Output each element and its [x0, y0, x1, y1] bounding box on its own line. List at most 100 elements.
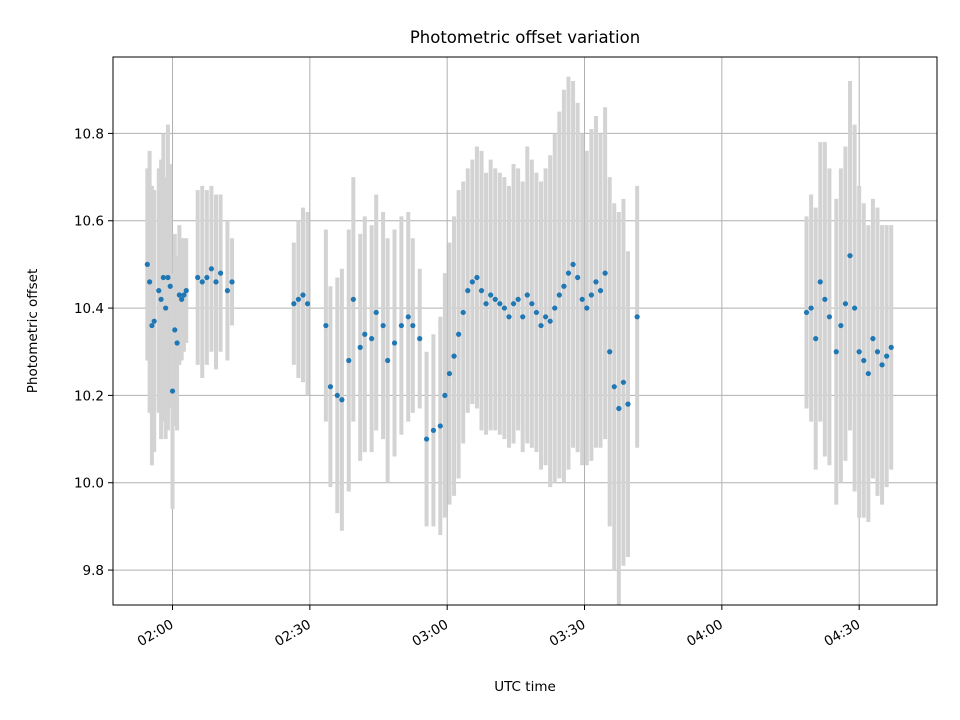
data-point: [295, 296, 301, 302]
data-point: [474, 274, 480, 281]
data-point: [570, 261, 576, 268]
data-point: [229, 279, 235, 285]
data-point: [817, 279, 823, 285]
y-axis-ticks: 9.8 10.0 10.2 10.4 10.6 10.8: [74, 126, 113, 579]
data-point: [346, 357, 352, 364]
data-point: [151, 318, 157, 324]
data-point: [852, 305, 858, 311]
data-point: [169, 388, 176, 394]
data-point: [888, 344, 894, 350]
data-point: [334, 392, 340, 399]
chart-title: Photometric offset variation: [410, 28, 640, 47]
data-point: [497, 301, 503, 307]
x-axis-label: UTC time: [494, 679, 556, 695]
data-point: [478, 288, 485, 294]
data-point: [405, 314, 411, 320]
data-point: [304, 301, 311, 307]
data-point: [417, 336, 423, 342]
data-point: [552, 305, 558, 311]
data-point: [838, 322, 844, 329]
y-tick-label: 10.8: [74, 126, 104, 142]
data-point: [291, 301, 297, 307]
data-point: [625, 401, 631, 407]
y-axis-label: Photometric offset: [25, 269, 41, 393]
data-point: [856, 349, 862, 355]
data-point: [865, 370, 871, 377]
data-point: [510, 301, 517, 307]
data-point: [584, 305, 590, 311]
data-point: [808, 305, 814, 311]
y-tick-label: 10.4: [74, 301, 104, 317]
data-point: [515, 296, 521, 302]
data-point: [874, 349, 881, 355]
data-point: [879, 362, 885, 368]
data-point: [423, 436, 430, 442]
data-points: [144, 253, 894, 442]
data-point: [616, 405, 622, 412]
data-point: [561, 283, 567, 289]
data-point: [556, 292, 562, 298]
data-point: [488, 292, 494, 298]
data-point: [208, 266, 215, 272]
data-point: [323, 322, 329, 329]
data-point: [826, 314, 833, 320]
data-point: [350, 296, 356, 302]
data-point: [339, 397, 345, 403]
data-point: [579, 296, 585, 302]
data-point: [602, 270, 608, 276]
data-point: [634, 314, 640, 320]
data-point: [385, 357, 391, 364]
data-point: [163, 305, 169, 311]
data-point: [533, 309, 540, 316]
data-point: [847, 253, 853, 259]
data-point: [391, 340, 398, 346]
data-point: [501, 305, 507, 311]
y-tick-label: 10.2: [74, 388, 104, 404]
data-point: [803, 309, 810, 316]
data-point: [611, 384, 617, 390]
data-point: [380, 322, 386, 329]
data-point: [597, 288, 604, 294]
data-point: [456, 331, 462, 337]
data-point: [870, 336, 876, 342]
data-point: [160, 274, 166, 281]
data-point: [172, 327, 178, 333]
data-point: [217, 270, 224, 276]
data-point: [465, 288, 471, 294]
data-point: [813, 336, 819, 342]
data-point: [543, 314, 549, 320]
data-point: [300, 292, 306, 298]
data-point: [373, 309, 379, 316]
plot-frame: [112, 56, 938, 606]
data-point: [442, 392, 448, 399]
data-point: [213, 279, 219, 285]
data-point: [149, 322, 155, 329]
y-tick-label: 10.6: [74, 214, 104, 230]
y-tick-label: 9.8: [83, 563, 104, 579]
data-point: [451, 353, 457, 359]
data-point: [538, 322, 544, 329]
data-point: [529, 301, 535, 307]
data-point: [575, 274, 581, 281]
data-point: [565, 270, 572, 276]
data-point: [430, 427, 437, 433]
data-point: [446, 370, 453, 377]
data-point: [179, 296, 185, 302]
data-point: [607, 349, 613, 355]
data-point: [144, 261, 150, 268]
data-point: [822, 296, 828, 302]
data-point: [147, 279, 153, 285]
data-point: [588, 292, 594, 298]
data-point: [620, 379, 627, 385]
data-point: [195, 274, 201, 281]
data-point: [165, 274, 171, 281]
data-point: [524, 292, 530, 298]
data-point: [398, 322, 404, 329]
data-point: [181, 292, 187, 298]
data-point: [520, 314, 526, 320]
data-point: [469, 279, 475, 285]
y-tick-label: 10.0: [74, 476, 104, 492]
data-point: [357, 344, 363, 350]
data-point: [483, 301, 489, 307]
